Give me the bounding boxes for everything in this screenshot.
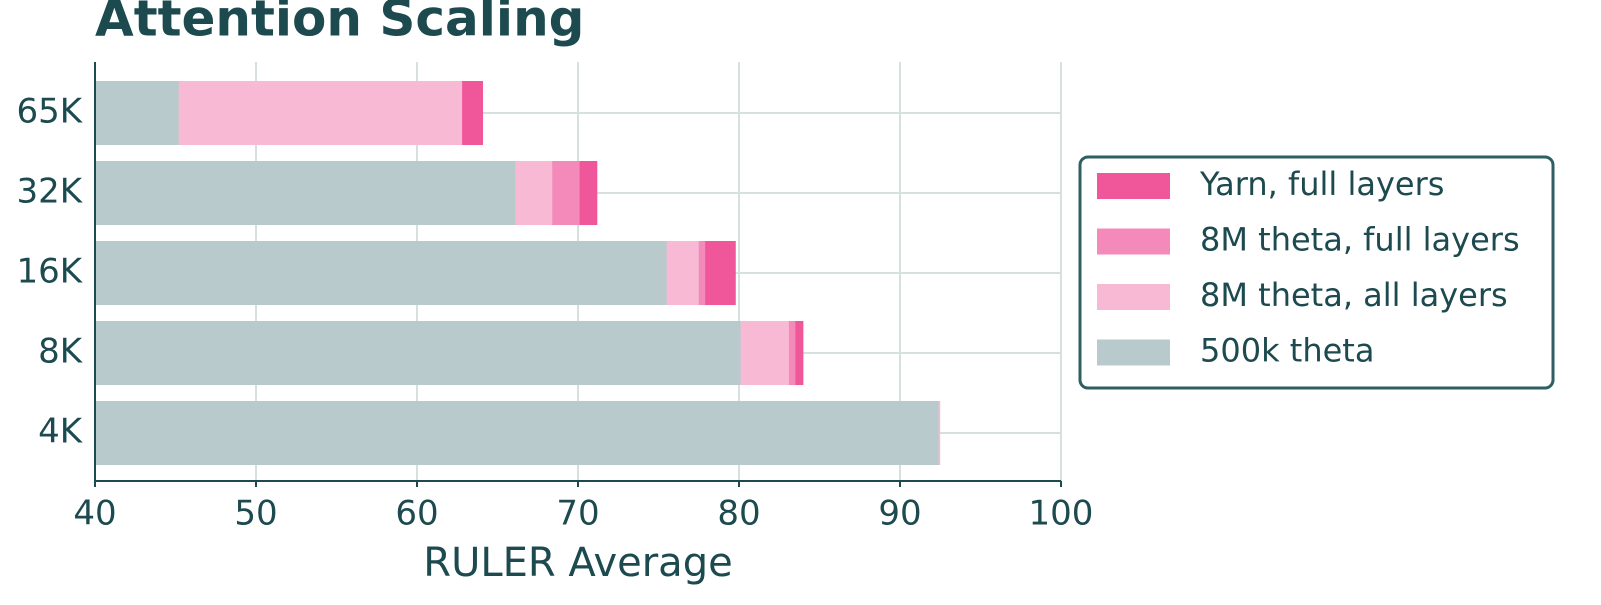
y-tick-label: 65K xyxy=(16,92,83,132)
legend-label: 8M theta, full layers xyxy=(1200,221,1520,259)
x-tick-label: 50 xyxy=(234,494,277,534)
bars xyxy=(95,81,941,465)
chart-title: Attention Scaling xyxy=(95,0,584,48)
y-tick-label: 32K xyxy=(16,172,83,212)
x-tick-label: 80 xyxy=(717,494,760,534)
legend-swatch xyxy=(1097,339,1170,366)
y-tick-label: 4K xyxy=(38,412,84,452)
legend-swatch xyxy=(1097,284,1170,310)
legend-label: 500k theta xyxy=(1200,332,1374,370)
x-tick-label: 100 xyxy=(1029,494,1094,534)
legend: Yarn, full layers 8M theta, full layers 8M… xyxy=(1097,165,1520,370)
y-tick-label: 16K xyxy=(16,252,83,292)
x-tick-label: 70 xyxy=(556,494,599,534)
x-tick-label: 40 xyxy=(73,494,116,534)
legend-swatch xyxy=(1097,228,1170,255)
legend-label: 8M theta, all layers xyxy=(1200,276,1508,314)
bar xyxy=(95,81,179,145)
legend-label: Yarn, full layers xyxy=(1199,165,1444,203)
bar xyxy=(95,321,741,385)
x-axis-label: RULER Average xyxy=(423,540,732,586)
x-tick-label: 60 xyxy=(395,494,438,534)
axes: 40 50 60 70 80 90 100 65K 32K 16K 8K 4K xyxy=(16,62,1093,534)
bar xyxy=(95,241,667,305)
bar xyxy=(95,401,939,465)
legend-swatch xyxy=(1097,173,1170,199)
x-tick-label: 90 xyxy=(878,494,921,534)
y-tick-label: 8K xyxy=(38,332,84,372)
bar xyxy=(95,161,516,225)
legend-box xyxy=(1078,155,1555,390)
